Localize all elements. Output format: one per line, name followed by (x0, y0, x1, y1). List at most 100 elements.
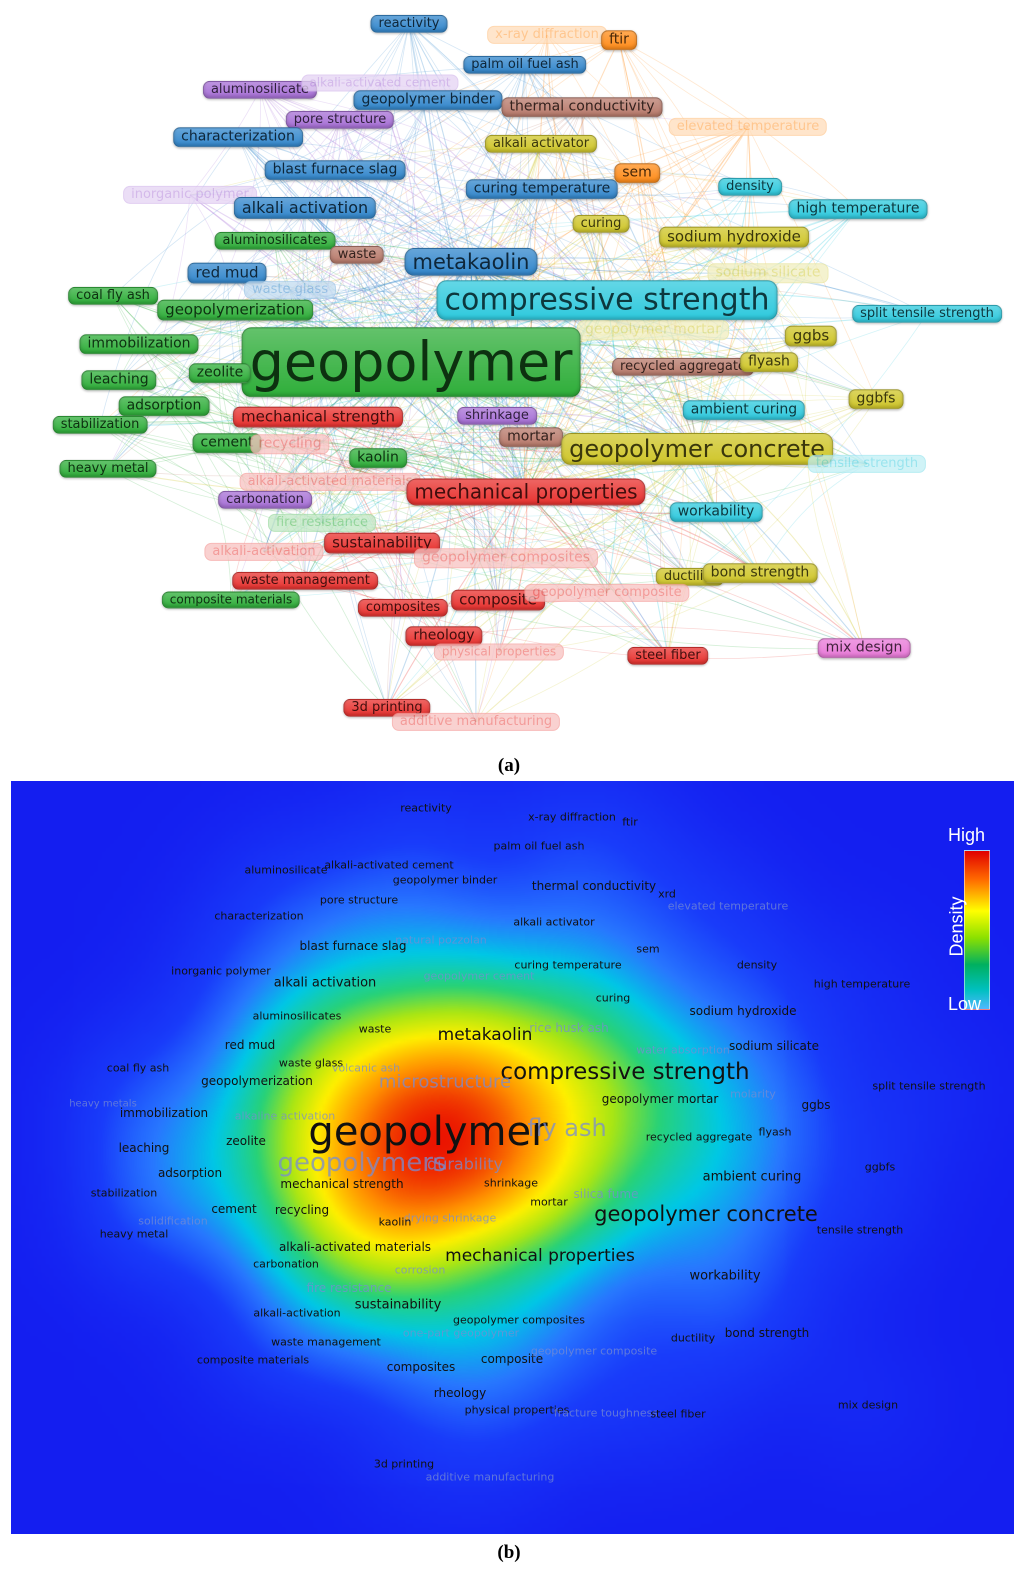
density-label-volcanic-ash: volcanic ash (331, 1061, 401, 1075)
network-link (321, 99, 429, 524)
density-label-alkali-activated-materials: alkali-activated materials (278, 1240, 432, 1254)
node-aluminosilicate: aluminosilicate (202, 80, 318, 100)
node-recycled-aggregate: recycled aggregate (612, 357, 754, 377)
network-link (219, 272, 228, 374)
network-link (163, 405, 323, 524)
network-link (118, 188, 543, 381)
density-label-stabilization: stabilization (90, 1186, 158, 1200)
density-label-geopolymer-cement: geopolymer cement (423, 969, 535, 983)
density-label-fly-ash: fly ash (527, 1114, 607, 1142)
density-label-density: density (736, 958, 778, 972)
density-label-physical-properties: physical properties (464, 1403, 570, 1417)
network-link (498, 448, 698, 653)
density-label-adsorption: adsorption (157, 1166, 223, 1180)
node-composite: composite (451, 589, 545, 611)
node-heavy-metal: heavy metal (59, 459, 157, 479)
node-sustainability: sustainability (324, 532, 440, 554)
density-label-geopolymer-binder: geopolymer binder (392, 873, 498, 887)
network-link (804, 335, 865, 649)
density-label-sem: sem (636, 942, 660, 956)
density-label-flyash: flyash (758, 1125, 792, 1139)
network-link (107, 448, 698, 495)
network-link (525, 335, 812, 493)
node-geopolymer-composite: geopolymer composite (524, 583, 690, 603)
node-pore-structure: pore structure (285, 110, 395, 130)
density-label-natural-pozzolan: natural pozzolan (395, 933, 487, 947)
density-label-elevated-temperature: elevated temperature (667, 899, 789, 913)
node-geopolymer-binder: geopolymer binder (353, 90, 503, 110)
network-link (274, 208, 859, 242)
density-label-mechanical-properties: mechanical properties (445, 1246, 635, 1266)
density-label-kaolin: kaolin (378, 1215, 412, 1229)
density-label-characterization: characterization (214, 909, 304, 923)
network-link (386, 448, 698, 709)
network-link (408, 23, 608, 301)
density-label-reactivity: reactivity (400, 801, 452, 815)
node-3d-printing: 3d printing (343, 698, 431, 718)
network-link (263, 457, 379, 553)
network-link (289, 443, 717, 513)
network-link (226, 106, 583, 444)
legend-title: Density (946, 896, 967, 957)
node-geopolymer-mortar: geopolymer mortar (577, 320, 729, 340)
network-link (525, 491, 669, 657)
density-legend: High Density Low (928, 825, 1018, 1018)
node-composite-materials: composite materials (161, 591, 301, 609)
density-label-geopolymer-mortar: geopolymer mortar (601, 1092, 719, 1106)
node-recycling: recycling (250, 434, 330, 454)
network-link (274, 240, 761, 574)
density-label-geopolymer: geopolymer (308, 1109, 548, 1155)
network-link (505, 398, 877, 559)
node-waste: waste (329, 245, 385, 265)
density-label-heavy-metal: heavy metal (99, 1227, 169, 1241)
network-link (99, 424, 532, 461)
network-link (530, 329, 654, 438)
network-link (540, 143, 735, 238)
network-link (99, 424, 761, 574)
density-label-3d-printing: 3d printing (373, 1457, 435, 1471)
network-link (636, 172, 770, 363)
density-label-immobilization: immobilization (119, 1106, 209, 1120)
node-geopolymer-composites: geopolymer composites (413, 548, 599, 568)
network-link (490, 415, 499, 601)
density-label-split-tensile-strength: split tensile strength (872, 1079, 986, 1093)
node-mechanical-properties: mechanical properties (406, 478, 646, 506)
network-link (317, 416, 477, 723)
node-ambient-curing: ambient curing (682, 400, 806, 420)
node-alkali-activation: alkali-activation (204, 542, 324, 562)
density-label-xrd: xrd (658, 887, 676, 901)
network-link (304, 511, 717, 582)
network-link (498, 491, 528, 653)
density-label-cement: cement (211, 1202, 257, 1216)
node-elevated-temperature: elevated temperature (668, 117, 828, 137)
network-link (524, 64, 877, 400)
density-label-sustainability: sustainability (354, 1297, 442, 1313)
network-link (618, 39, 865, 649)
node-leaching: leaching (81, 370, 157, 390)
node-geopolymer: geopolymer (241, 327, 581, 397)
node-workability: workability (669, 502, 763, 522)
network-link (410, 361, 669, 657)
network-link (264, 394, 877, 501)
network-link (541, 188, 608, 594)
node-palm-oil-fuel-ash: palm oil fuel ash (463, 55, 587, 75)
network-link (289, 366, 684, 445)
node-mortar: mortar (499, 427, 563, 447)
network-link (475, 415, 507, 723)
node-immobilization: immobilization (79, 334, 199, 354)
density-label-high-temperature: high temperature (813, 977, 911, 991)
node-characterization: characterization (173, 127, 303, 147)
network-link (470, 64, 526, 263)
network-link (541, 188, 928, 315)
density-label-rheology: rheology (433, 1386, 487, 1400)
node-alkali-activation: alkali activation (233, 197, 377, 219)
node-waste-glass: waste glass (244, 280, 336, 300)
density-label-recycling: recycling (274, 1203, 330, 1217)
density-label-durability: durability (427, 1154, 503, 1174)
density-label-fracture-toughness: fracture toughness (553, 1406, 659, 1420)
density-label-waste-glass: waste glass (278, 1056, 344, 1070)
density-label-alkali-activated-cement: alkali-activated cement (324, 858, 454, 872)
node-inorganic-polymer: inorganic polymer (123, 185, 257, 205)
density-label-mix-design: mix design (837, 1398, 899, 1412)
density-label-inorganic-polymer: inorganic polymer (171, 964, 271, 978)
